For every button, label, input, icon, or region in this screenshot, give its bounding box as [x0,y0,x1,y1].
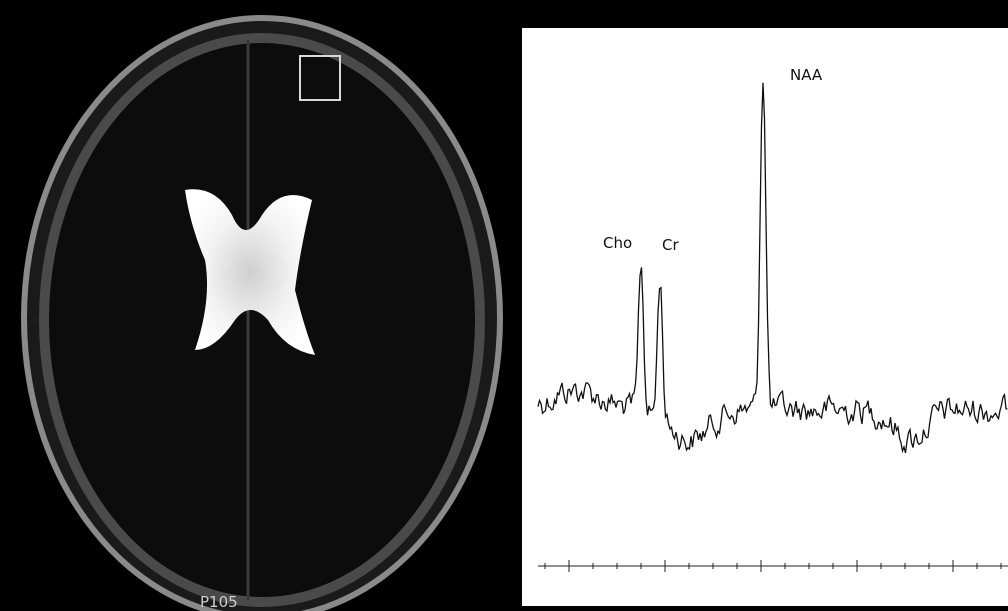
spectrum-trace [537,82,1008,454]
slice-label: P105 [200,593,238,611]
mri-panel: P105 [21,15,503,611]
spectrum-background [522,28,1008,606]
ventricles [185,189,315,355]
peak-label: Cr [662,236,679,254]
axis-ticks [544,560,1002,572]
voxel-box [299,55,341,101]
peak-label: NAA [790,66,823,84]
peak-label: Cho [603,234,632,252]
brain [39,33,485,607]
spectrum-panel: Cho Cr NAA [522,28,1008,606]
